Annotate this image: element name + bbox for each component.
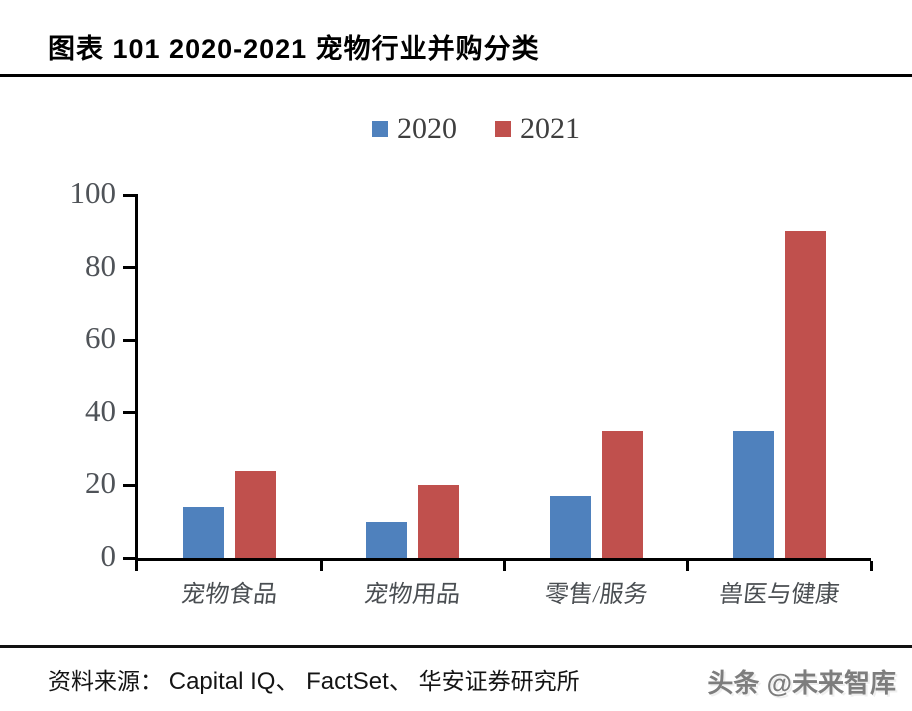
legend-label-2020: 2020 (397, 112, 457, 145)
x-axis-tick-1 (319, 561, 323, 571)
x-axis-category-label: 宠物食品 (179, 582, 279, 608)
y-axis-label-80: 80 (85, 247, 116, 283)
source-latin: Capital IQ、 FactSet、 (168, 668, 413, 695)
legend-marker-2021 (495, 121, 511, 137)
watermark: 头条 @未来智库 (707, 668, 896, 698)
bar-2021-零售/服务 (601, 430, 643, 558)
y-axis-tick-60 (123, 338, 138, 342)
bar-2020-宠物用品 (366, 521, 408, 558)
legend-item-2021: 2021 (495, 114, 580, 144)
chart-title: 图表 101 2020-2021 宠物行业并购分类 (48, 34, 540, 64)
x-axis-category-label: 兽医与健康 (717, 582, 841, 608)
bar-2021-兽医与健康 (784, 231, 826, 558)
y-axis-label-40: 40 (85, 392, 116, 428)
x-axis-category-label: 宠物用品 (363, 582, 462, 608)
legend: 2020 2021 (20, 114, 912, 144)
bar-2020-零售/服务 (549, 496, 591, 558)
bar-2020-宠物食品 (183, 507, 225, 558)
y-axis-label-60: 60 (85, 320, 116, 356)
legend-marker-2020 (372, 121, 388, 137)
y-axis-tick-0 (123, 556, 138, 560)
source-prefix: 资料来源： (48, 669, 163, 694)
bar-2021-宠物食品 (235, 470, 277, 558)
x-axis-tick-2 (503, 561, 506, 571)
x-axis-category-label: 零售/服务 (543, 582, 649, 608)
y-axis-tick-20 (123, 483, 138, 487)
legend-label-2021: 2021 (520, 112, 580, 145)
bar-2021-宠物用品 (418, 485, 460, 558)
y-axis-label-100: 100 (69, 175, 117, 210)
source-note: 资料来源： Capital IQ、 FactSet、 华安证券研究所 (48, 661, 580, 696)
y-axis-label-20: 20 (85, 465, 116, 501)
legend-item-2020: 2020 (372, 114, 457, 144)
y-axis-label-0: 0 (100, 538, 117, 573)
source-cn: 华安证券研究所 (418, 669, 580, 694)
x-axis-tick-4 (869, 561, 873, 571)
bar-2020-兽医与健康 (732, 430, 774, 558)
plot-area: 0 20 40 60 80 100 宠物食品 宠物用品 零售/服务 兽医与健康 (70, 177, 873, 608)
y-axis-tick-100 (123, 193, 138, 197)
x-axis-tick-0 (135, 561, 138, 571)
title-underline (0, 74, 912, 77)
footer-divider (0, 645, 912, 648)
y-axis-tick-80 (123, 266, 138, 270)
x-axis-tick-3 (686, 561, 690, 571)
y-axis-tick-40 (123, 411, 138, 415)
